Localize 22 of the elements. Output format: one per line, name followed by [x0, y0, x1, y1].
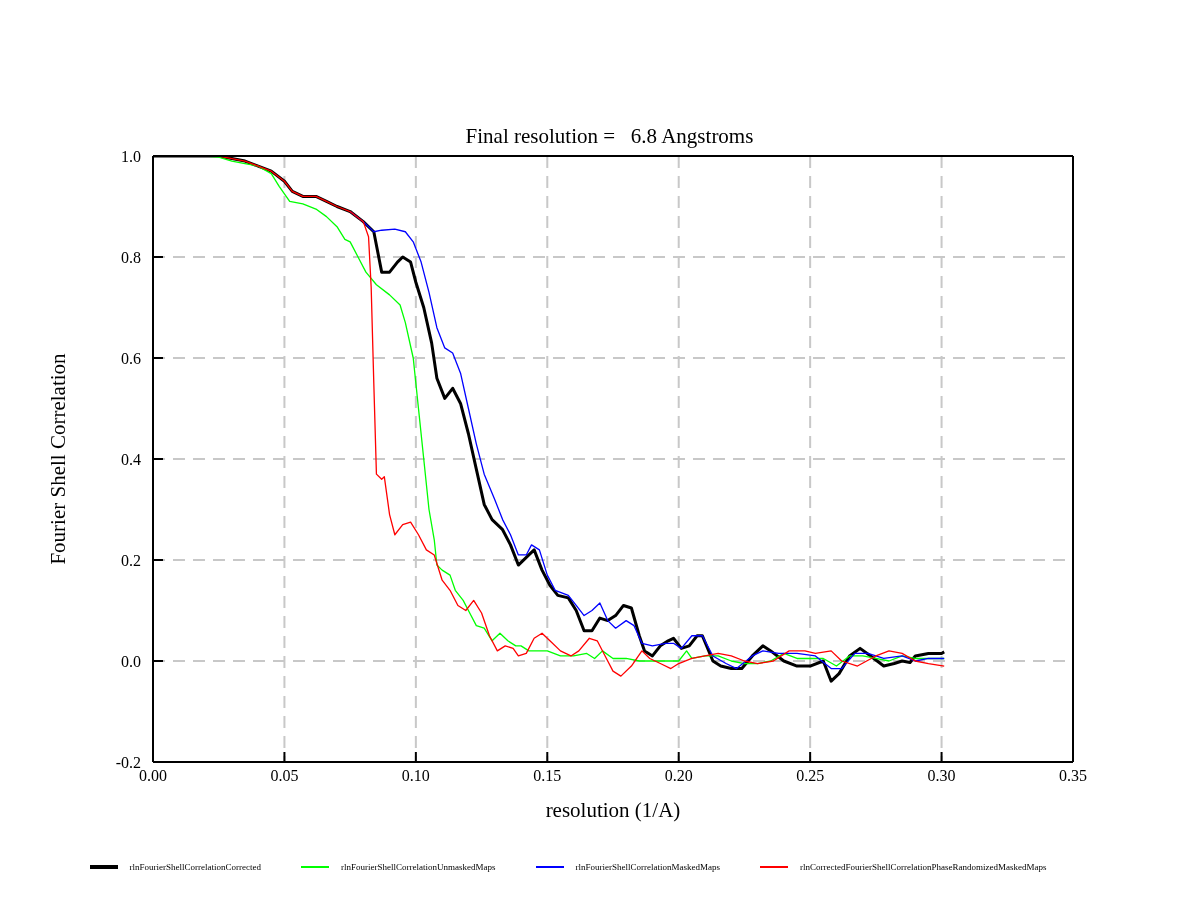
y-tick-label: 0.4 — [121, 450, 141, 468]
x-tick-label: 0.30 — [927, 767, 956, 785]
x-tick-label: 0.25 — [796, 767, 825, 785]
y-tick-label: 1.0 — [121, 147, 141, 165]
legend-label: rlnFourierShellCorrelationCorrected — [129, 862, 262, 872]
legend-label: rlnCorrectedFourierShellCorrelationPhaseRandomizedMaskedMaps — [799, 862, 1047, 872]
x-tick-label: 0.35 — [1059, 767, 1087, 785]
y-tick-label: -0.2 — [115, 753, 141, 771]
y-axis-title: Fourier Shell Correlation — [46, 352, 71, 565]
chart-title: Final resolution = 6.8 Angstroms — [464, 124, 755, 149]
x-axis-title: resolution (1/A) — [545, 797, 681, 822]
x-tick-label: 0.05 — [270, 767, 299, 785]
x-tick-label: 0.00 — [139, 767, 167, 785]
y-tick-label: 0.8 — [121, 248, 141, 266]
y-tick-label: 0.0 — [121, 652, 141, 670]
x-tick-label: 0.20 — [664, 767, 693, 785]
y-tick-label: 0.6 — [121, 349, 141, 367]
y-tick-label: 0.2 — [121, 551, 141, 569]
legend-label: rlnFourierShellCorrelationMaskedMaps — [575, 862, 720, 872]
x-tick-label: 0.10 — [401, 767, 430, 785]
x-tick-label: 0.15 — [533, 767, 562, 785]
legend-label: rlnFourierShellCorrelationUnmaskedMaps — [341, 862, 496, 872]
